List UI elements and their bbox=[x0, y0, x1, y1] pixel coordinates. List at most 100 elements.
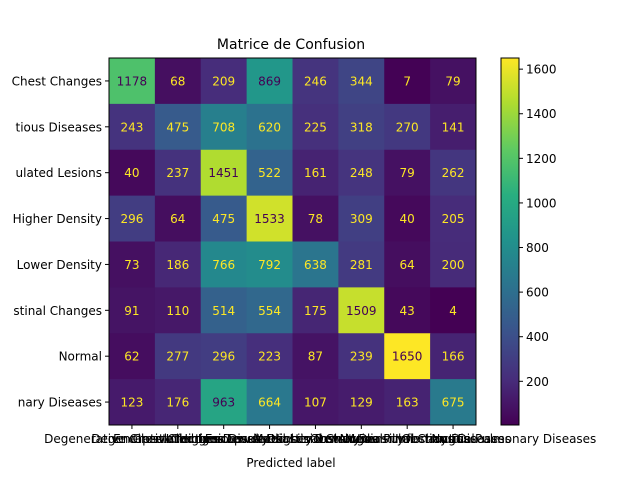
heatmap-cell bbox=[109, 58, 156, 105]
heatmap-cell bbox=[384, 58, 431, 105]
cell-value-label: 73 bbox=[124, 258, 139, 272]
heatmap-cell bbox=[154, 149, 202, 197]
heatmap-cell bbox=[200, 241, 248, 288]
cell-value-label: 344 bbox=[350, 74, 373, 88]
heatmap-cell bbox=[292, 241, 339, 288]
cell-value-label: 792 bbox=[258, 258, 281, 272]
heatmap-cell bbox=[154, 241, 202, 288]
cell-value-label: 638 bbox=[304, 258, 327, 272]
colorbar bbox=[500, 57, 520, 426]
heatmap-cell bbox=[338, 241, 385, 288]
heatmap-cell bbox=[246, 149, 293, 197]
heatmap-cell bbox=[109, 149, 156, 197]
cell-value-label: 664 bbox=[258, 396, 281, 410]
heatmap-cell bbox=[292, 58, 339, 105]
cell-value-label: 91 bbox=[124, 304, 139, 318]
heatmap-cell bbox=[109, 333, 156, 380]
colorbar-axis: 200 400 600 800 1000 1200 1400 1600 bbox=[519, 63, 557, 389]
cell-value-label: 225 bbox=[304, 120, 327, 134]
x-column-label: Higher Density bbox=[271, 432, 360, 446]
heatmap-cell bbox=[292, 333, 339, 380]
cell-value-label: 175 bbox=[304, 304, 327, 318]
heatmap-cell bbox=[154, 287, 202, 334]
x-tick-label: Lower Density bbox=[227, 432, 312, 446]
heatmap-cell bbox=[430, 195, 477, 242]
heatmap-cell bbox=[338, 287, 385, 334]
colorbar-tick-label: 1200 bbox=[526, 152, 557, 166]
cell-value-label: 186 bbox=[166, 258, 189, 272]
cell-value-label: 141 bbox=[442, 120, 465, 134]
x-tick-label: Mediastinal Changes bbox=[253, 432, 378, 446]
cell-value-label: 514 bbox=[212, 304, 235, 318]
cell-value-label: 64 bbox=[400, 258, 415, 272]
x-column-label: Infectious Diseases bbox=[166, 432, 282, 446]
heatmap-cell bbox=[246, 241, 293, 288]
x-axis-label: Predicted label bbox=[246, 456, 335, 470]
heatmap-cell bbox=[246, 58, 293, 105]
x-column-label: Degenerative bbox=[91, 432, 172, 446]
cell-value-label: 209 bbox=[212, 74, 235, 88]
cell-value-label: 79 bbox=[445, 74, 460, 88]
cell-value-label: 766 bbox=[212, 258, 235, 272]
cell-value-label: 318 bbox=[350, 120, 373, 134]
x-tick-label: Higher Density bbox=[179, 432, 268, 446]
cell-value-label: 107 bbox=[304, 396, 327, 410]
heatmap-cell bbox=[109, 195, 156, 242]
colorbar-tick-label: 400 bbox=[526, 330, 549, 344]
heatmap-cell bbox=[246, 195, 293, 242]
cell-value-label: 309 bbox=[350, 212, 373, 226]
heatmap-cell bbox=[200, 58, 248, 105]
heatmap-cell bbox=[154, 58, 202, 105]
colorbar-tick-label: 1600 bbox=[526, 63, 557, 77]
cell-value-label: 64 bbox=[170, 212, 185, 226]
heatmap-cell bbox=[384, 241, 431, 288]
cell-value-label: 129 bbox=[350, 396, 373, 410]
heatmap-cell bbox=[154, 103, 202, 151]
chart-title: Matrice de Confusion bbox=[217, 37, 365, 53]
y-tick-label: nary Diseases bbox=[18, 396, 102, 410]
x-tick-label: Infectious Diseases bbox=[395, 432, 511, 446]
heatmap-cell bbox=[338, 149, 385, 197]
heatmap-cell bbox=[246, 103, 293, 151]
heatmap-cell bbox=[246, 287, 293, 334]
cell-value-label: 68 bbox=[170, 74, 185, 88]
cell-value-label: 123 bbox=[120, 396, 143, 410]
colorbar-tick-label: 1000 bbox=[526, 196, 557, 210]
cell-value-label: 296 bbox=[120, 212, 143, 226]
cell-value-label: 620 bbox=[258, 120, 281, 134]
x-tick-label: Encapsulated Lesions bbox=[113, 432, 242, 446]
cell-value-label: 1509 bbox=[346, 304, 377, 318]
heatmap-cell bbox=[292, 149, 339, 197]
cell-value-label: 869 bbox=[258, 74, 281, 88]
cell-value-label: 296 bbox=[212, 350, 235, 364]
heatmap-cell bbox=[430, 149, 477, 197]
cell-value-label: 166 bbox=[442, 350, 465, 364]
heatmap-cell bbox=[384, 103, 431, 151]
heatmap-cell bbox=[384, 379, 431, 426]
heatmap-cell bbox=[430, 333, 477, 380]
cell-value-label: 1533 bbox=[254, 212, 285, 226]
heatmap-cell bbox=[109, 241, 156, 288]
heatmap-cell bbox=[384, 333, 431, 380]
cell-value-label: 963 bbox=[212, 396, 235, 410]
heatmap-cell bbox=[109, 379, 156, 426]
cell-value-label: 7 bbox=[403, 74, 411, 88]
heatmap-cell bbox=[292, 287, 339, 334]
cell-value-label: 708 bbox=[212, 120, 235, 134]
cell-value-label: 79 bbox=[400, 166, 415, 180]
heatmap-cell bbox=[430, 379, 477, 426]
cell-value-label: 161 bbox=[304, 166, 327, 180]
cell-value-label: 78 bbox=[308, 212, 323, 226]
heatmap-cell bbox=[109, 103, 156, 151]
cell-value-label: 223 bbox=[258, 350, 281, 364]
y-axis: Chest Changes tious Diseases ulated Lesion… bbox=[12, 74, 109, 410]
heatmap-cell bbox=[338, 58, 385, 105]
y-tick-label: Higher Density bbox=[13, 212, 102, 226]
heatmap-cell bbox=[338, 333, 385, 380]
cell-value-label: 237 bbox=[166, 166, 189, 180]
cell-value-label: 475 bbox=[212, 212, 235, 226]
cell-value-label: 163 bbox=[396, 396, 419, 410]
cell-value-label: 40 bbox=[124, 166, 139, 180]
cell-value-label: 239 bbox=[350, 350, 373, 364]
